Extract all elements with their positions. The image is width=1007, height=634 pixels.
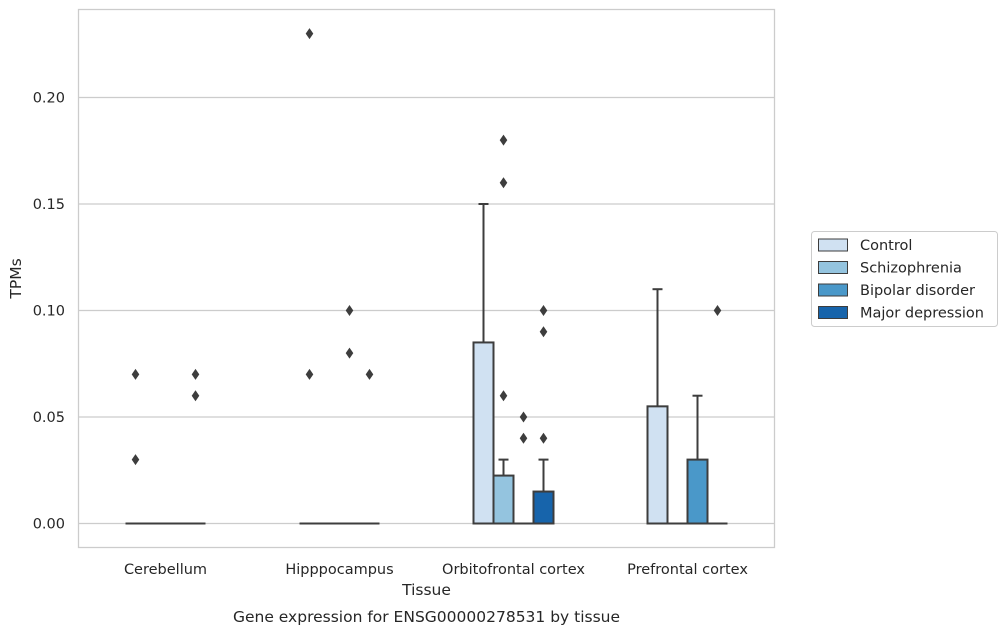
outlier-point	[305, 28, 314, 40]
outlier-point	[539, 305, 548, 316]
outlier-point	[499, 134, 508, 146]
x-tick-label: Orbitofrontal cortex	[442, 562, 585, 578]
x-tick-label: Prefrontal cortex	[627, 562, 748, 578]
y-tick-label: 0.00	[33, 517, 65, 533]
outlier-point	[713, 305, 722, 316]
box-body	[492, 474, 515, 525]
legend-label: Control	[860, 238, 912, 254]
box-body	[472, 341, 495, 525]
x-tick-labels: Cerebellum Hipppocampus Orbitofrontal cort…	[124, 562, 748, 578]
y-tick-label: 0.10	[33, 304, 65, 320]
box-major-depression	[359, 368, 380, 525]
box-control	[125, 368, 146, 525]
legend-items: Control Schizophrenia Bipolar disorder Majo…	[818, 238, 984, 322]
legend: Control Schizophrenia Bipolar disorder Majo…	[811, 231, 998, 327]
y-tick-label: 0.20	[33, 91, 65, 107]
x-tick-label: Hipppocampus	[285, 562, 393, 578]
box-control	[472, 203, 495, 525]
gridlines	[78, 96, 775, 525]
legend-label: Major depression	[860, 306, 984, 322]
legend-swatch	[818, 306, 848, 319]
outlier-point	[499, 177, 508, 189]
outlier-point	[191, 368, 200, 380]
outlier-point	[539, 432, 548, 444]
x-tick-label: Cerebellum	[124, 562, 207, 578]
outlier-point	[365, 368, 374, 380]
outlier-point	[519, 432, 528, 444]
y-tick-labels: 0.00 0.05 0.10 0.15 0.20	[33, 91, 65, 533]
box-major-depression	[185, 368, 206, 525]
legend-frame	[811, 231, 998, 327]
legend-label: Bipolar disorder	[860, 283, 975, 299]
outlier-point	[345, 347, 354, 359]
box-control	[646, 288, 669, 525]
legend-swatch	[818, 283, 848, 297]
outlier-point	[305, 368, 314, 380]
y-tick-label: 0.05	[33, 410, 65, 426]
box-major-depression	[707, 305, 728, 525]
box-control	[299, 28, 320, 525]
outlier-point	[131, 454, 140, 466]
box-bipolar-disorder	[513, 411, 534, 525]
outlier-point	[131, 368, 140, 380]
y-tick-label: 0.15	[33, 197, 65, 213]
box-body	[532, 490, 555, 525]
legend-label: Schizophrenia	[860, 261, 962, 277]
box-plot-marks	[125, 28, 728, 525]
outlier-point	[539, 326, 548, 338]
outlier-point	[499, 390, 508, 402]
y-axis-title: TPMs	[7, 258, 25, 299]
box-schizophrenia	[492, 134, 515, 525]
box-bipolar-disorder	[686, 394, 709, 525]
outlier-point	[519, 411, 528, 423]
box-bipolar-disorder	[339, 305, 360, 525]
chart-title: Gene expression for ENSG00000278531 by t…	[233, 608, 620, 626]
x-axis-title: Tissue	[401, 581, 451, 599]
box-body	[646, 405, 669, 525]
legend-swatch	[818, 238, 848, 252]
legend-swatch	[818, 261, 848, 274]
outlier-point	[345, 305, 354, 316]
outlier-point	[191, 390, 200, 402]
box-body	[686, 458, 709, 525]
box-major-depression	[532, 305, 555, 525]
plot-frame	[77, 8, 776, 549]
